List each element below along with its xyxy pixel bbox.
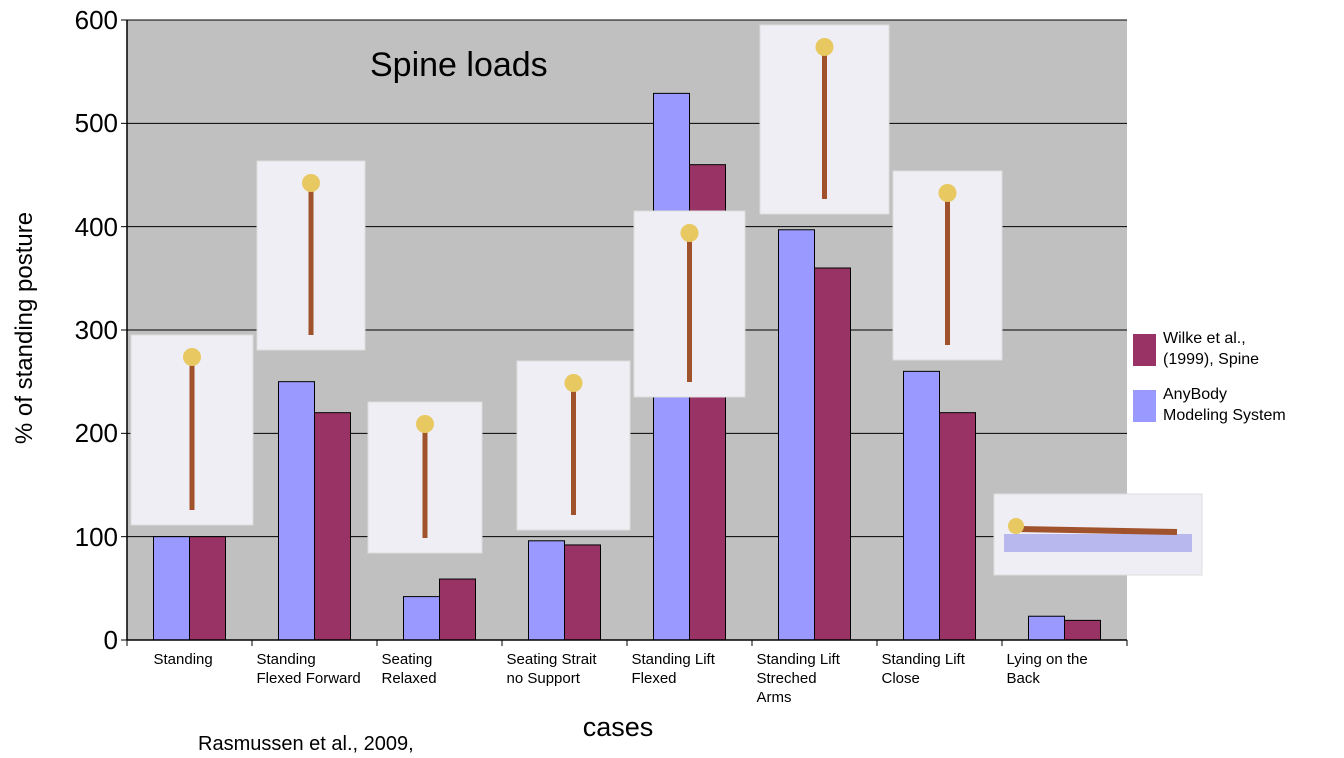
bar — [189, 536, 226, 641]
x-tick-label: Standing — [153, 651, 213, 668]
bar — [528, 540, 565, 641]
x-tick-label: Standing Lift Flexed — [631, 651, 715, 687]
x-tick-label: Standing Flexed Forward — [256, 651, 361, 687]
figure-head — [564, 374, 583, 392]
x-tick-label: Seating Relaxed — [381, 651, 437, 687]
bar — [278, 381, 315, 641]
bar — [314, 412, 351, 641]
support — [1004, 534, 1192, 552]
bar — [153, 536, 190, 641]
bar — [939, 412, 976, 641]
bar — [439, 578, 476, 641]
y-tick-label: 300 — [74, 315, 118, 345]
legend-swatch — [1133, 390, 1156, 422]
x-tick-label: Standing Lift Close — [881, 651, 965, 687]
bar — [814, 267, 851, 641]
y-tick-label: 400 — [74, 211, 118, 242]
bar — [778, 229, 815, 641]
annotation: Rasmussen et al., 2009, — [198, 733, 414, 755]
y-tick-label: 100 — [74, 521, 118, 552]
bar — [1064, 619, 1101, 641]
figure-head — [680, 224, 699, 242]
x-tick-label: Lying on the Back — [1006, 651, 1088, 687]
figure-head — [416, 415, 434, 433]
figure — [1018, 526, 1178, 535]
bar — [903, 370, 940, 641]
y-tick-label: 200 — [74, 418, 118, 449]
bar — [1028, 615, 1065, 641]
bar — [564, 544, 601, 641]
legend-label: Wilke et al., (1999), Spine — [1163, 330, 1260, 368]
y-tick-label: 500 — [74, 108, 118, 139]
y-axis-label: % of standing posture — [11, 211, 38, 445]
y-tick-label: 0 — [103, 625, 118, 655]
figure-head — [183, 348, 201, 366]
legend-label: AnyBody Modeling System — [1163, 386, 1286, 424]
x-axis-label: cases — [582, 712, 654, 742]
figure-head — [1008, 518, 1024, 534]
figure-head — [302, 174, 320, 192]
legend-swatch — [1133, 334, 1156, 366]
x-tick-label: Seating Strait no Support — [506, 651, 597, 687]
figure-head — [815, 38, 834, 56]
x-tick-label: Standing Lift Streched Arms — [756, 651, 840, 706]
y-tick-label: 600 — [74, 5, 118, 35]
chart-title: Spine loads — [370, 46, 548, 84]
figure-head — [938, 184, 957, 202]
bar — [403, 596, 440, 641]
